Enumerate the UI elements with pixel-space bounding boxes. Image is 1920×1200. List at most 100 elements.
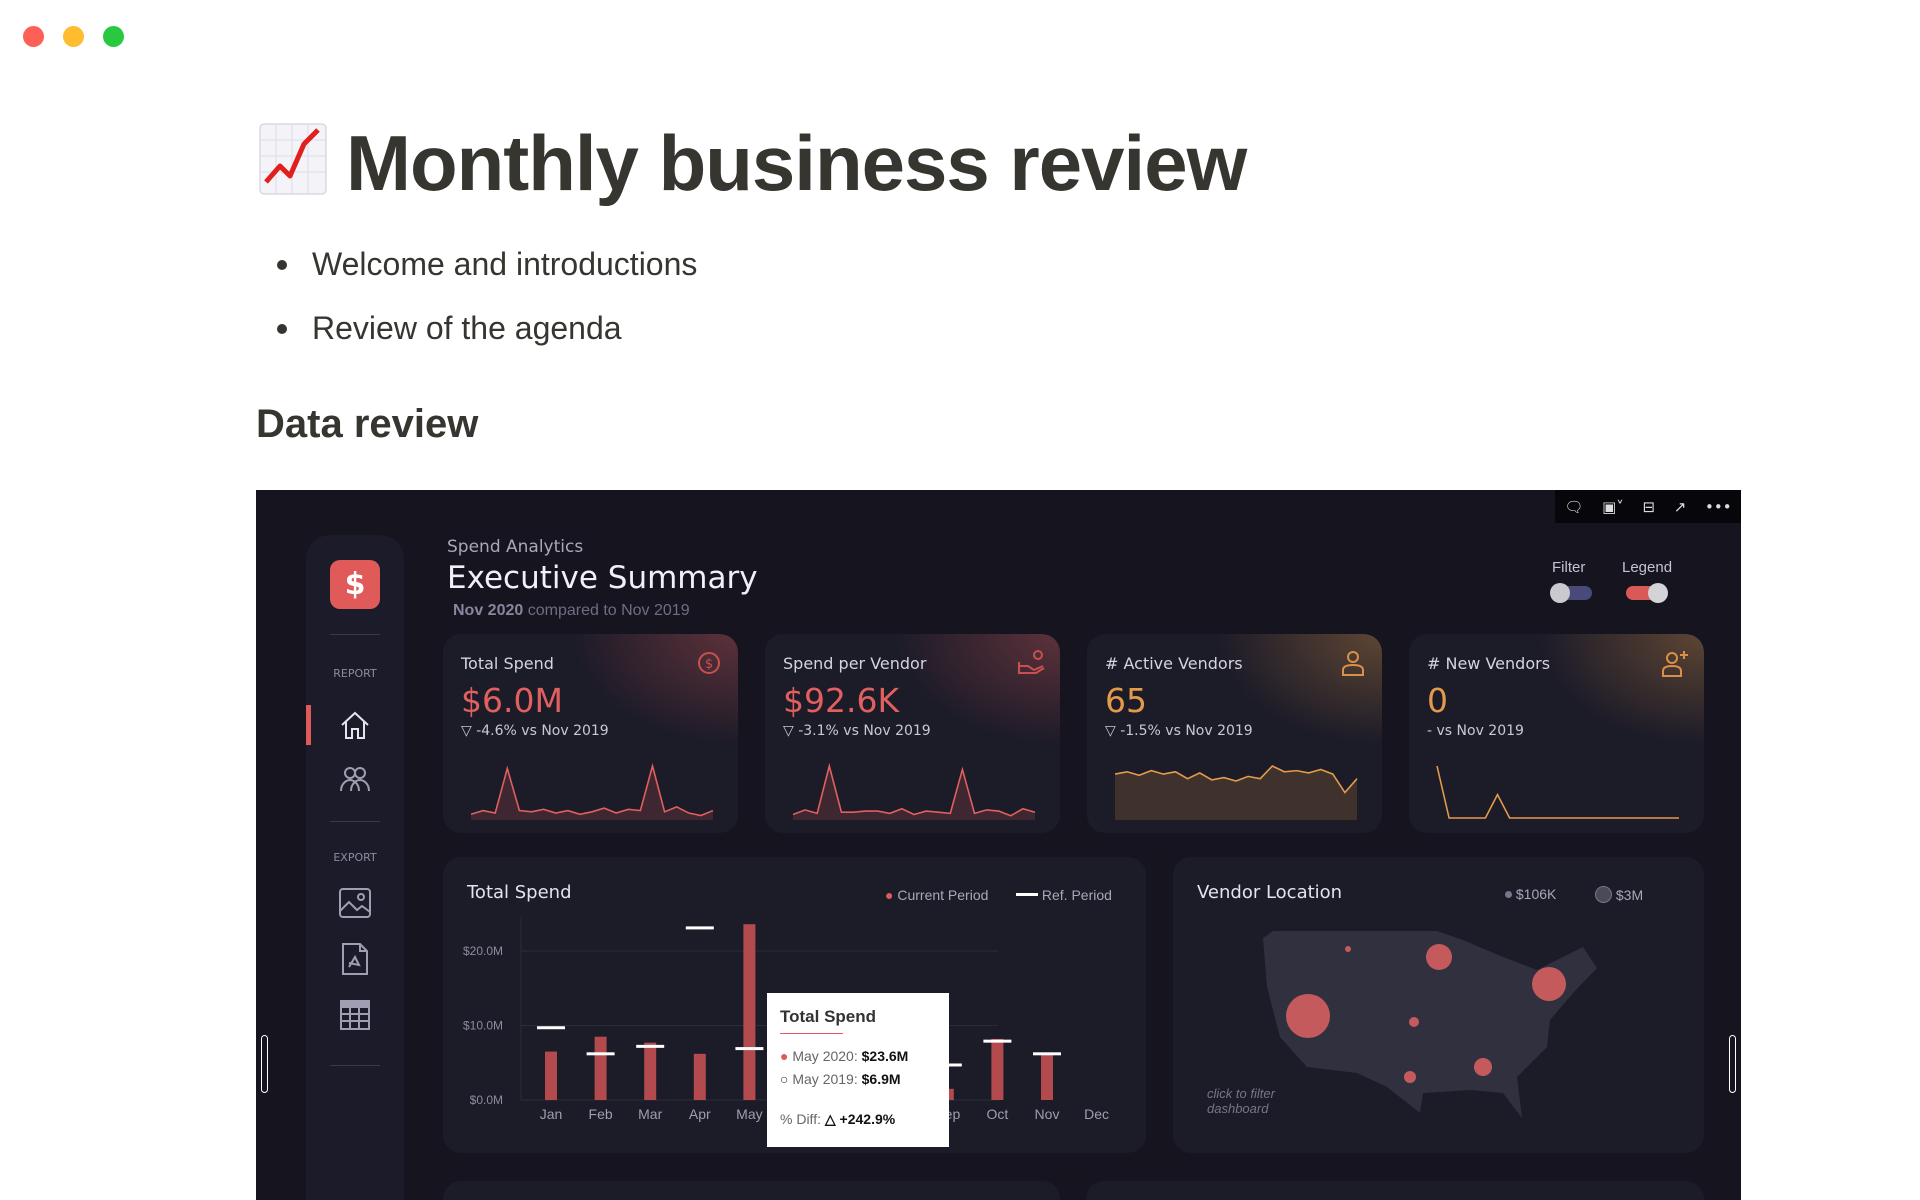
kpi-delta: ▽ -4.6% vs Nov 2019 xyxy=(461,723,609,739)
vendor-bubble[interactable] xyxy=(1426,944,1452,970)
home-icon[interactable] xyxy=(337,707,373,743)
vendor-location-card: Vendor Location $106K $3M click to filte… xyxy=(1173,857,1704,1153)
kpi-value: $92.6K xyxy=(783,681,900,720)
legend-ref: Ref. Period xyxy=(1016,887,1112,903)
x-tick-label: Feb xyxy=(589,1106,613,1122)
bar-current xyxy=(644,1042,657,1100)
kpi-label: Total Spend xyxy=(461,654,554,673)
kpi-label: # Active Vendors xyxy=(1105,654,1243,673)
tooltip-current: ● May 2020: $23.6M xyxy=(780,1048,909,1064)
kpi-card[interactable]: Total Spend $6.0M ▽ -4.6% vs Nov 2019 $ xyxy=(443,634,738,833)
ref-marker xyxy=(636,1044,665,1048)
hand-coin-icon xyxy=(1018,650,1045,674)
bar-current xyxy=(1041,1053,1053,1100)
chart-tooltip: Total Spend ● May 2020: $23.6M ○ May 201… xyxy=(767,993,949,1147)
chart-increasing-icon xyxy=(258,120,328,198)
users-icon[interactable] xyxy=(337,761,373,797)
y-tick-label: $20.0M xyxy=(463,944,503,958)
sparkline-area xyxy=(793,766,1035,820)
kpi-value: 0 xyxy=(1427,681,1448,720)
section-heading: Data review xyxy=(256,402,479,446)
ref-marker xyxy=(983,1039,1012,1043)
maximize-window-button[interactable] xyxy=(103,26,124,47)
x-tick-label: Apr xyxy=(689,1106,711,1122)
more-icon[interactable]: ••• xyxy=(1705,497,1732,516)
kpi-card[interactable]: # New Vendors 0 - vs Nov 2019 xyxy=(1409,634,1704,833)
map-title: Vendor Location xyxy=(1197,882,1343,903)
map-legend-small: $106K xyxy=(1505,886,1556,902)
resize-handle-right[interactable] xyxy=(1729,1035,1736,1093)
user-icon xyxy=(1342,651,1364,676)
export-image-icon[interactable] xyxy=(337,885,373,921)
resize-handle-left[interactable] xyxy=(261,1035,268,1093)
page-title: Monthly business review xyxy=(258,118,1247,209)
tooltip-title: Total Spend xyxy=(780,1007,877,1026)
bar-current xyxy=(594,1036,607,1100)
sparkline-line xyxy=(470,762,714,817)
vendor-bubble[interactable] xyxy=(1404,1071,1416,1083)
divider xyxy=(330,634,380,635)
app-logo: $ xyxy=(330,560,380,609)
legend-current: ● Current Period xyxy=(885,887,989,903)
tooltip-ref: ○ May 2019: $6.9M xyxy=(780,1071,901,1087)
vendor-bubble[interactable] xyxy=(1532,967,1566,1001)
kpi-label: Spend per Vendor xyxy=(783,654,927,673)
divider xyxy=(330,1065,380,1066)
embedded-dashboard: 🗨 ▣˅ ⊟ ↗ ••• $ REPORT EXPORT Spend Analy… xyxy=(256,490,1741,1200)
frame-icon[interactable]: ▣˅ xyxy=(1602,497,1624,516)
export-table-icon[interactable] xyxy=(337,997,373,1033)
vendor-bubble[interactable] xyxy=(1474,1058,1492,1076)
vendor-bubble[interactable] xyxy=(1345,946,1351,952)
open-external-icon[interactable]: ↗ xyxy=(1673,497,1687,516)
legend-toggle[interactable] xyxy=(1626,583,1668,603)
filter-toggle[interactable] xyxy=(1550,583,1592,603)
active-indicator xyxy=(306,705,311,745)
vendor-bubble[interactable] xyxy=(1409,1017,1419,1027)
comment-icon[interactable]: 🗨 xyxy=(1564,497,1584,516)
x-tick-label: Dec xyxy=(1084,1106,1109,1122)
filter-label: Filter xyxy=(1552,559,1586,576)
sparkline-area xyxy=(1115,766,1357,820)
kpi-delta: ▽ -3.1% vs Nov 2019 xyxy=(783,723,931,739)
sidebar: $ REPORT EXPORT xyxy=(306,535,404,1200)
bullet-item: Welcome and introductions xyxy=(276,246,697,283)
vendor-bubble[interactable] xyxy=(1286,994,1330,1038)
ref-marker xyxy=(735,1047,764,1051)
bar-current xyxy=(991,1038,1004,1100)
divider xyxy=(330,821,380,822)
kpi-label: # New Vendors xyxy=(1427,654,1551,673)
present-icon[interactable]: ⊟ xyxy=(1642,497,1656,516)
report-label: REPORT xyxy=(333,667,377,680)
tooltip-diff: % Diff: △ +242.9% xyxy=(780,1111,896,1127)
us-map-shape xyxy=(1263,931,1597,1118)
map-legend-large: $3M xyxy=(1595,886,1643,903)
kpi-card[interactable]: Spend per Vendor $92.6K ▽ -3.1% vs Nov 2… xyxy=(765,634,1060,833)
bar-current xyxy=(545,1051,557,1100)
kpi-value: 65 xyxy=(1105,681,1147,720)
sparkline xyxy=(470,762,714,820)
sparkline xyxy=(1436,765,1679,819)
minimize-window-button[interactable] xyxy=(63,26,84,47)
sparkline-line xyxy=(1114,765,1358,794)
embed-toolbar: 🗨 ▣˅ ⊟ ↗ ••• xyxy=(1555,490,1741,523)
sparkline-line xyxy=(792,762,1036,817)
ref-marker xyxy=(586,1052,615,1056)
sparkline-area xyxy=(471,766,713,820)
ref-marker xyxy=(685,926,714,930)
x-tick-label: Mar xyxy=(638,1106,662,1122)
period-text: Nov 2020 compared to Nov 2019 xyxy=(453,602,690,619)
user-plus-icon xyxy=(1662,651,1688,677)
sparkline xyxy=(1114,765,1358,820)
x-tick-label: Oct xyxy=(987,1106,1009,1122)
kpi-card[interactable]: # Active Vendors 65 ▽ -1.5% vs Nov 2019 xyxy=(1087,634,1382,833)
dollar-circle-icon: $ xyxy=(698,652,720,674)
legend-label: Legend xyxy=(1622,559,1673,576)
ref-marker xyxy=(1033,1052,1061,1056)
close-window-button[interactable] xyxy=(23,26,44,47)
us-map[interactable] xyxy=(1173,857,1704,1153)
export-pdf-icon[interactable] xyxy=(337,941,373,977)
bullet-item: Review of the agenda xyxy=(277,310,622,347)
bottom-card xyxy=(1086,1181,1704,1200)
bottom-card xyxy=(443,1181,1060,1200)
kpi-delta: - vs Nov 2019 xyxy=(1427,723,1524,739)
